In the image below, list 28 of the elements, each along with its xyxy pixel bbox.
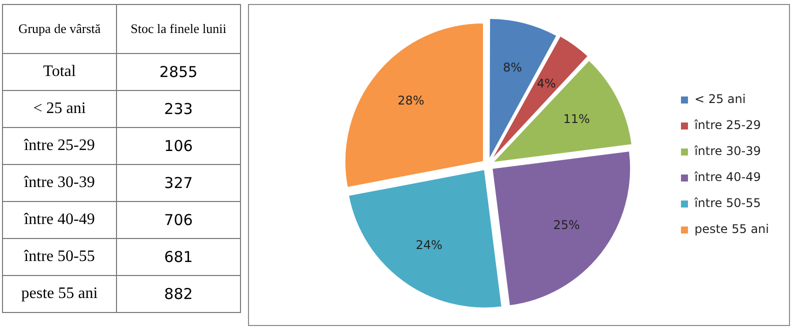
category-label: peste 55 ani [21,285,98,302]
legend-label: între 50-55 [693,196,761,210]
text: 106 [116,128,240,164]
category-label: < 25 ani [33,100,86,117]
data-label: 4% [536,76,556,90]
text: Grupa de vârstă [2,4,116,54]
legend-label: între 25-29 [693,118,761,132]
text: Total [2,54,116,90]
category-label: între 50-55 [24,248,95,265]
legend-label: peste 55 ani [694,222,769,236]
data-label: 25% [553,218,580,232]
text: 706 [116,202,240,238]
text: Stoc la finele lunii [116,4,240,54]
data-label: 11% [563,112,590,126]
category-label: între 30-39 [24,174,95,191]
legend-label: între 40-49 [693,170,761,184]
text: 882 [116,276,240,312]
text: 681 [116,238,240,276]
category-label: între 40-49 [24,211,95,228]
category-label: între 25-29 [24,137,95,154]
text: 233 [116,90,240,128]
text: 327 [116,164,240,202]
data-label: 28% [398,94,424,108]
data-label: 24% [416,238,442,252]
legend-label: < 25 ani [694,92,746,106]
data-label: 8% [503,60,522,75]
text: 2855 [116,54,240,90]
legend-label: între 30-39 [693,144,761,158]
